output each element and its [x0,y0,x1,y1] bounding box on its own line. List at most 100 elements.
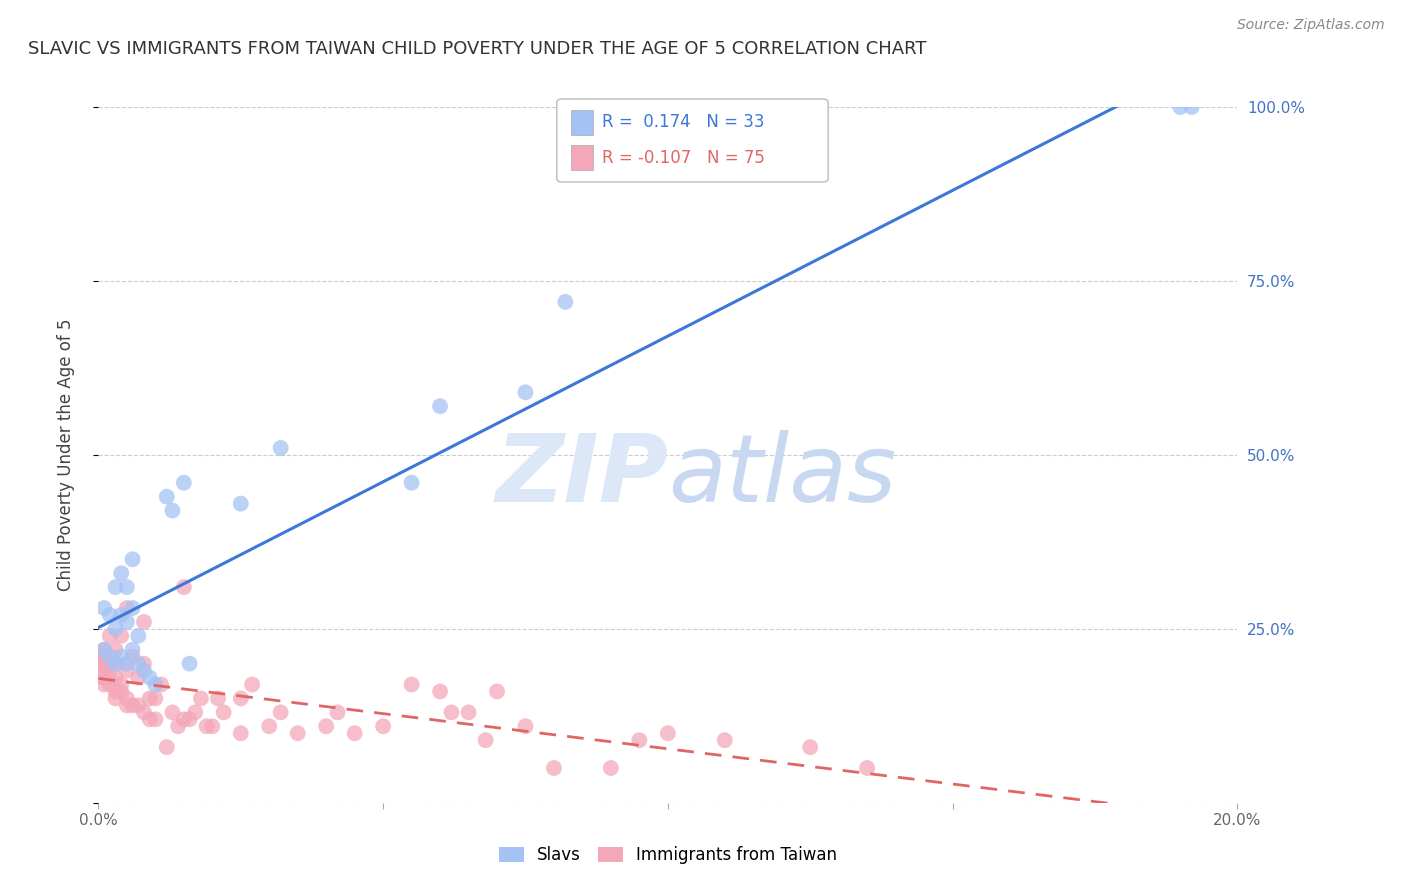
Point [87,657,110,671]
Point [110,629,132,643]
Point [162,503,184,517]
Point [429,399,451,413]
Point [201,719,224,733]
Point [145,677,167,691]
Point [110,684,132,698]
Point [600,761,623,775]
Point [474,733,496,747]
Point [87,649,110,664]
Point [132,706,155,720]
Point [457,706,479,720]
Point [270,706,292,720]
Point [486,684,509,698]
Point [93,677,115,691]
Point [515,385,537,400]
Point [173,712,195,726]
Point [401,677,423,691]
Point [1170,100,1192,114]
Point [115,691,138,706]
Point [127,698,149,713]
Point [628,733,651,747]
Point [270,441,292,455]
Point [98,629,121,643]
Point [799,740,821,755]
Point [190,691,212,706]
Point [110,566,132,581]
Point [229,726,252,740]
Point [93,671,115,685]
Point [156,490,179,504]
Point [150,677,173,691]
Text: atlas: atlas [668,430,896,521]
Point [326,706,349,720]
Point [104,671,127,685]
Point [132,664,155,678]
Point [121,649,143,664]
Point [259,719,281,733]
Point [401,475,423,490]
Point [714,733,737,747]
Point [87,657,110,671]
Point [115,615,138,629]
Point [110,649,132,664]
Point [93,642,115,657]
Point [207,691,229,706]
Point [98,677,121,691]
Point [104,622,127,636]
Point [104,580,127,594]
Point [138,691,160,706]
Point [132,657,155,671]
Point [127,629,149,643]
Point [104,657,127,671]
Point [93,671,115,685]
Point [1181,100,1204,114]
Point [429,684,451,698]
Point [132,615,155,629]
Point [856,761,879,775]
Point [98,671,121,685]
Point [173,580,195,594]
Point [98,657,121,671]
Text: SLAVIC VS IMMIGRANTS FROM TAIWAN CHILD POVERTY UNDER THE AGE OF 5 CORRELATION CH: SLAVIC VS IMMIGRANTS FROM TAIWAN CHILD P… [28,40,927,58]
Point [173,475,195,490]
Point [229,691,252,706]
Point [98,649,121,664]
Point [115,664,138,678]
Point [179,712,201,726]
Point [93,642,115,657]
Point [127,671,149,685]
Legend: Slavs, Immigrants from Taiwan: Slavs, Immigrants from Taiwan [499,846,837,864]
Point [373,719,395,733]
Point [543,761,565,775]
Point [115,657,138,671]
Point [287,726,309,740]
Point [138,712,160,726]
Point [110,677,132,691]
Point [229,497,252,511]
Point [104,657,127,671]
Point [121,698,143,713]
Point [110,607,132,622]
Point [98,607,121,622]
Point [104,642,127,657]
Point [145,712,167,726]
Point [93,664,115,678]
Text: ZIP: ZIP [495,430,668,522]
Point [93,601,115,615]
Point [87,657,110,671]
Point [115,698,138,713]
Y-axis label: Child Poverty Under the Age of 5: Child Poverty Under the Age of 5 [56,318,75,591]
Point [121,552,143,566]
Point [145,691,167,706]
Point [440,706,463,720]
Point [104,691,127,706]
Point [515,719,537,733]
Point [657,726,679,740]
Point [156,740,179,755]
Point [343,726,366,740]
Text: Source: ZipAtlas.com: Source: ZipAtlas.com [1237,18,1385,32]
Text: R =  0.174   N = 33: R = 0.174 N = 33 [602,113,765,131]
Point [179,657,201,671]
Point [162,706,184,720]
Point [167,719,190,733]
